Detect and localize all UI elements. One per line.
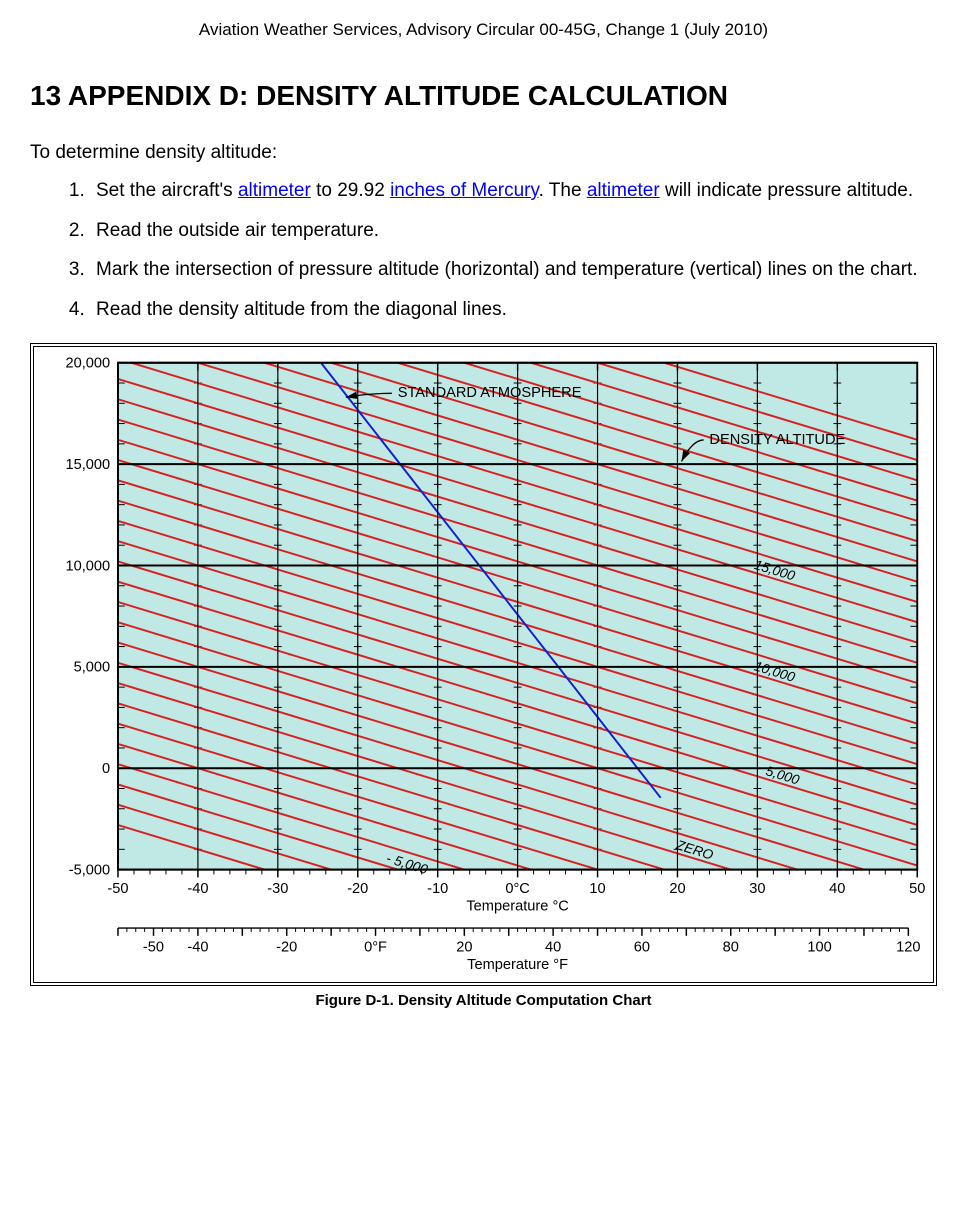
svg-text:30: 30 xyxy=(749,881,765,897)
svg-text:STANDARD ATMOSPHERE: STANDARD ATMOSPHERE xyxy=(398,385,582,401)
svg-text:5,000: 5,000 xyxy=(74,659,111,675)
svg-text:-20: -20 xyxy=(276,939,297,955)
svg-text:-10: -10 xyxy=(427,881,448,897)
step-3: Mark the intersection of pressure altitu… xyxy=(90,257,937,283)
density-altitude-chart: - 5,000ZERO5,00010,00015,000STANDARD ATM… xyxy=(40,353,927,977)
svg-text:0°C: 0°C xyxy=(505,881,530,897)
svg-text:20,000: 20,000 xyxy=(65,355,110,371)
svg-text:0: 0 xyxy=(102,761,110,777)
svg-text:-50: -50 xyxy=(107,881,128,897)
svg-text:-40: -40 xyxy=(187,939,208,955)
svg-text:0°F: 0°F xyxy=(364,939,387,955)
svg-text:40: 40 xyxy=(829,881,845,897)
svg-text:10: 10 xyxy=(589,881,605,897)
link-inches-mercury[interactable]: inches of Mercury xyxy=(390,180,539,201)
svg-text:-30: -30 xyxy=(267,881,288,897)
doc-header: Aviation Weather Services, Advisory Circ… xyxy=(30,20,937,40)
svg-text:20: 20 xyxy=(456,939,472,955)
svg-text:10,000: 10,000 xyxy=(65,558,110,574)
svg-text:120: 120 xyxy=(896,939,920,955)
svg-text:20: 20 xyxy=(669,881,685,897)
svg-text:-50: -50 xyxy=(143,939,164,955)
svg-text:-5,000: -5,000 xyxy=(69,862,110,878)
figure-caption: Figure D-1. Density Altitude Computation… xyxy=(30,992,937,1009)
svg-text:60: 60 xyxy=(634,939,650,955)
svg-text:80: 80 xyxy=(723,939,739,955)
svg-text:-20: -20 xyxy=(347,881,368,897)
link-altimeter-2[interactable]: altimeter xyxy=(587,180,660,201)
svg-text:50: 50 xyxy=(909,881,925,897)
svg-text:-40: -40 xyxy=(187,881,208,897)
step-4: Read the density altitude from the diago… xyxy=(90,297,937,323)
svg-text:Temperature °C: Temperature °C xyxy=(466,898,568,914)
svg-text:Temperature °F: Temperature °F xyxy=(467,957,568,973)
steps-list: Set the aircraft's altimeter to 29.92 in… xyxy=(30,178,937,323)
step-2: Read the outside air temperature. xyxy=(90,218,937,244)
link-altimeter-1[interactable]: altimeter xyxy=(238,180,311,201)
section-title: 13 APPENDIX D: DENSITY ALTITUDE CALCULAT… xyxy=(30,80,937,112)
svg-text:100: 100 xyxy=(807,939,831,955)
chart-frame: - 5,000ZERO5,00010,00015,000STANDARD ATM… xyxy=(30,343,937,987)
svg-text:15,000: 15,000 xyxy=(65,457,110,473)
intro-text: To determine density altitude: xyxy=(30,142,937,164)
step-1: Set the aircraft's altimeter to 29.92 in… xyxy=(90,178,937,204)
svg-text:40: 40 xyxy=(545,939,561,955)
svg-text:DENSITY ALTITUDE: DENSITY ALTITUDE xyxy=(709,431,845,447)
